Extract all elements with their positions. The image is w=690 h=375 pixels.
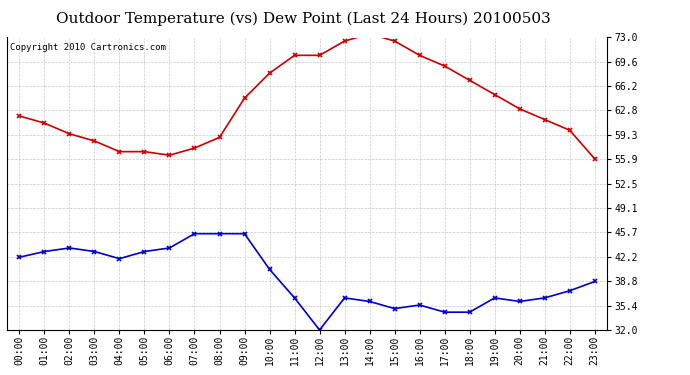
Text: Copyright 2010 Cartronics.com: Copyright 2010 Cartronics.com [10,44,166,52]
Text: Outdoor Temperature (vs) Dew Point (Last 24 Hours) 20100503: Outdoor Temperature (vs) Dew Point (Last… [56,11,551,26]
